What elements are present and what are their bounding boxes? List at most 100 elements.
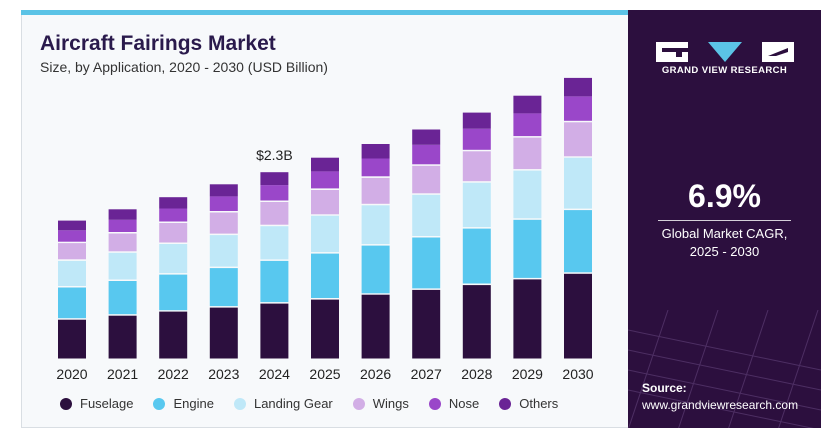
bar-segment-landing-gear-2024 [260,226,289,260]
bar-segment-landing-gear-2021 [108,252,137,280]
x-tick-label: 2020 [56,366,87,382]
x-tick-label: 2022 [158,366,189,382]
bar-segment-others-2025 [311,157,339,172]
bar-segment-fuselage-2020 [58,319,86,359]
legend-item-nose: Nose [428,396,480,411]
cagr-divider [658,220,791,221]
bar-segment-landing-gear-2026 [361,205,390,245]
x-tick-label: 2023 [208,366,239,382]
bar-segment-engine-2020 [58,287,86,319]
bar-segment-others-2029 [513,95,542,114]
bar-segment-others-2020 [58,220,86,231]
x-tick-label: 2025 [309,366,340,382]
bar-segment-wings-2021 [108,233,137,252]
bar-segment-nose-2027 [412,144,441,165]
legend-label: Nose [448,396,480,411]
bar-segment-engine-2028 [462,228,491,284]
bar-segment-engine-2025 [311,253,339,298]
legend-item-engine: Engine [153,396,214,411]
chart-title: Aircraft Fairings Market [40,32,276,55]
bar-segment-others-2028 [462,112,491,129]
x-tick-label: 2021 [107,366,138,382]
bar-segment-landing-gear-2025 [311,215,339,253]
bar-segment-wings-2026 [361,177,390,204]
bar-segment-others-2027 [412,129,441,145]
bar-segment-nose-2020 [58,230,86,242]
bar-segment-nose-2026 [361,158,390,177]
bar-segment-fuselage-2023 [209,307,238,359]
bar-segment-fuselage-2027 [412,289,441,359]
bar-segment-nose-2021 [108,219,137,232]
bar-segment-wings-2029 [513,137,542,170]
x-tick-label: 2028 [461,366,492,382]
brand-name: GRAND VIEW RESEARCH [661,65,788,76]
bar-segment-wings-2027 [412,165,441,194]
sidebar-panel: GRAND VIEW RESEARCH 6.9% Global Market C… [628,10,821,428]
source-link[interactable]: www.grandviewresearch.com [642,398,799,412]
bar-segment-wings-2030 [564,122,592,157]
bar-segment-landing-gear-2020 [58,260,86,286]
bar-segment-landing-gear-2030 [564,157,592,209]
legend-swatch [352,397,365,410]
bar-segment-wings-2023 [209,212,238,234]
accent-bar [21,10,628,15]
bar-segment-engine-2026 [361,245,390,294]
bar-segment-nose-2024 [260,185,289,201]
bar-segment-engine-2030 [564,210,592,273]
bar-segment-others-2022 [159,197,188,209]
legend-label: Others [519,396,559,411]
bar-segment-wings-2025 [311,190,339,215]
x-tick-label: 2024 [259,366,290,382]
bar-segment-fuselage-2028 [462,285,491,359]
runway-grid-decoration [628,310,821,428]
bar-segment-landing-gear-2022 [159,244,188,274]
bar-segment-landing-gear-2027 [412,194,441,236]
bar-segment-others-2026 [361,144,390,159]
chart-legend: Fuselage Engine Landing Gear Wings Nose Other… [60,396,578,411]
brand-logo [656,42,794,62]
legend-item-landing-gear: Landing Gear [233,396,333,411]
bar-segment-others-2023 [209,184,238,197]
chart-subtitle: Size, by Application, 2020 - 2030 (USD B… [40,59,328,75]
bar-segment-others-2021 [108,209,137,220]
bar-segment-wings-2020 [58,243,86,260]
bar-segment-landing-gear-2023 [209,235,238,267]
bar-segment-wings-2028 [462,151,491,182]
legend-label: Wings [372,396,409,411]
legend-swatch [60,397,72,410]
legend-item-fuselage: Fuselage [60,396,133,411]
bar-segment-fuselage-2022 [159,311,188,359]
legend-label: Fuselage [80,396,134,411]
cagr-value: 6.9% [688,178,761,214]
legend-label: Engine [173,396,214,411]
bar-segment-others-2030 [564,77,592,97]
bar-segment-nose-2025 [311,171,339,189]
x-tick-label: 2026 [360,366,391,382]
value-annotation: $2.3B [256,147,293,163]
bar-segment-wings-2022 [159,223,188,243]
bar-segment-others-2024 [260,172,289,186]
bar-segment-landing-gear-2028 [462,182,491,228]
bar-segment-wings-2024 [260,202,289,225]
bar-segment-nose-2023 [209,196,238,211]
legend-swatch [153,397,166,410]
bar-segment-fuselage-2024 [260,303,289,359]
bar-segment-fuselage-2025 [311,299,339,359]
bar-segment-nose-2030 [564,96,592,121]
cagr-label-line2: 2025 - 2030 [689,244,760,259]
bar-segment-nose-2029 [513,113,542,137]
bar-segment-nose-2022 [159,208,188,222]
bar-segment-fuselage-2029 [513,279,542,359]
bar-segment-nose-2028 [462,128,491,150]
source-label: Source: [642,381,687,395]
x-tick-label: 2029 [512,366,543,382]
legend-swatch [233,397,246,410]
legend-item-wings: Wings [352,396,409,411]
bar-segment-fuselage-2021 [108,315,137,359]
cagr-label: Global Market CAGR, 2025 - 2030 [628,225,821,261]
bar-segment-engine-2022 [159,274,188,311]
bar-segment-engine-2024 [260,260,289,303]
stacked-bar-chart: 2020 2021 2022 2023 2024 2025 2026 2027 2028 2029… [56,77,594,382]
bar-segment-engine-2023 [209,268,238,307]
bar-segment-fuselage-2030 [564,273,592,359]
